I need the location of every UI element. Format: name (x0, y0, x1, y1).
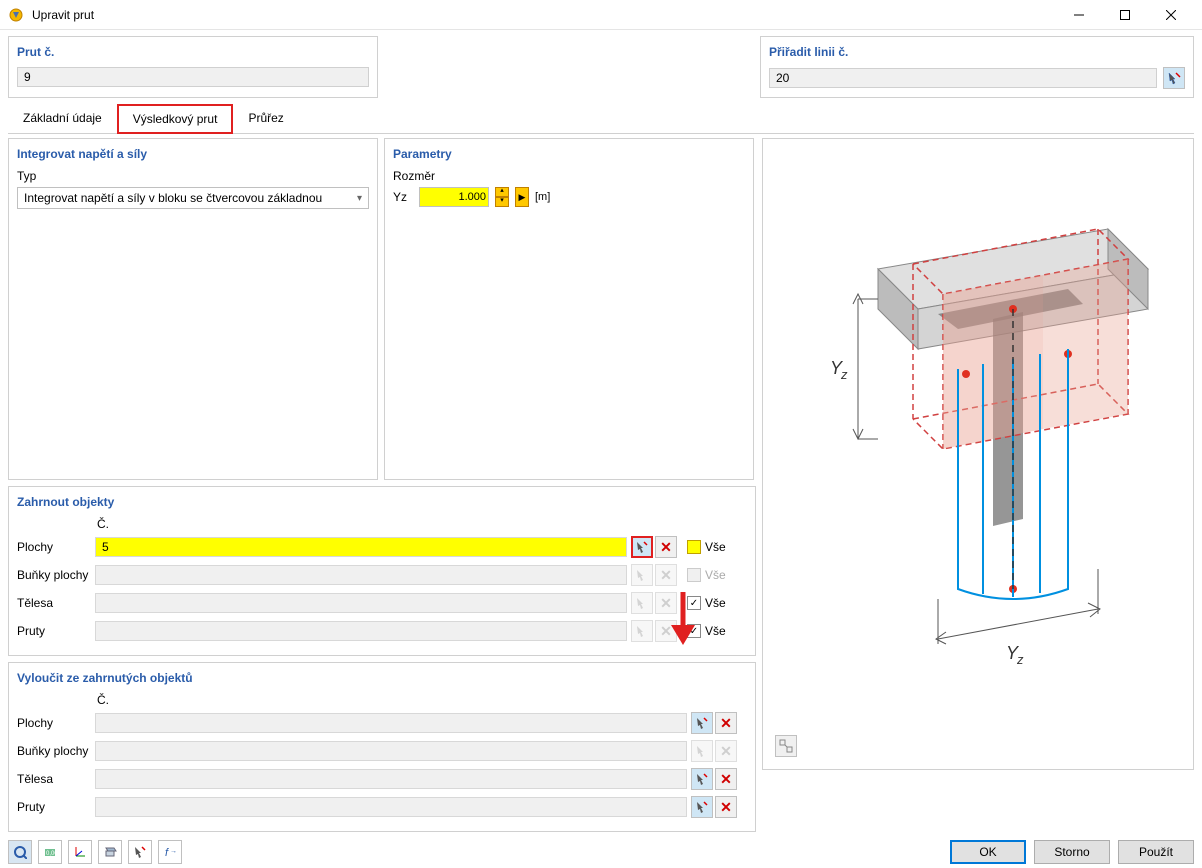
panel-header: Vyloučit ze zahrnutých objektů (17, 671, 747, 685)
ex-cells-input[interactable] (95, 741, 687, 761)
clear-members-button: ✕ (655, 620, 677, 642)
unit-label: [m] (535, 191, 550, 203)
all-label: Vše (705, 568, 726, 582)
preview-settings-button[interactable] (775, 735, 797, 757)
x-icon: ✕ (660, 623, 672, 640)
member-number-panel: Prut č. (8, 36, 378, 98)
assign-line-panel: Přiřadit linii č. (760, 36, 1194, 98)
ex-solids-input[interactable] (95, 769, 687, 789)
pick-ex-members-button[interactable] (691, 796, 713, 818)
preview-diagram: Y z Y z (771, 147, 1185, 731)
pick-ex-surfaces-button[interactable] (691, 712, 713, 734)
pick-cells-button (631, 564, 653, 586)
size-label: Rozměr (393, 169, 745, 183)
assign-line-input[interactable] (769, 68, 1157, 88)
exclude-objects-panel: Vyloučit ze zahrnutých objektů Č. Plochy… (8, 662, 756, 832)
member-number-input[interactable] (17, 67, 369, 87)
pick-solids-button (631, 592, 653, 614)
x-icon: ✕ (660, 539, 672, 556)
clear-cells-button: ✕ (655, 564, 677, 586)
tab-result-member[interactable]: Výsledkový prut (117, 104, 234, 134)
cells-all-checkbox (687, 568, 701, 582)
spacer-panel (384, 36, 754, 98)
column-c-header: Č. (97, 517, 109, 531)
all-label: Vše (705, 624, 726, 638)
svg-text:z: z (840, 367, 848, 382)
pick-ex-solids-button[interactable] (691, 768, 713, 790)
members-input[interactable] (95, 621, 627, 641)
members-label: Pruty (17, 800, 95, 814)
x-icon: ✕ (720, 715, 732, 732)
close-button[interactable] (1148, 0, 1194, 30)
clear-ex-solids-button[interactable]: ✕ (715, 768, 737, 790)
panel-header: Integrovat napětí a síly (17, 147, 369, 161)
clear-surfaces-button[interactable]: ✕ (655, 536, 677, 558)
cells-input[interactable] (95, 565, 627, 585)
clear-ex-members-button[interactable]: ✕ (715, 796, 737, 818)
pick-surfaces-button[interactable] (631, 536, 653, 558)
cells-label: Buňky plochy (17, 744, 95, 758)
x-icon: ✕ (660, 595, 672, 612)
param-play-button[interactable]: ▶ (515, 187, 529, 207)
spin-up-button[interactable]: ▴ (495, 187, 509, 197)
svg-text:f: f (165, 847, 169, 859)
ex-members-input[interactable] (95, 797, 687, 817)
x-icon: ✕ (660, 567, 672, 584)
pick-line-button[interactable] (1163, 67, 1185, 89)
solids-all-checkbox[interactable]: ✓ (687, 596, 701, 610)
x-icon: ✕ (720, 771, 732, 788)
clear-ex-cells-button: ✕ (715, 740, 737, 762)
surfaces-all-checkbox[interactable] (687, 540, 701, 554)
svg-text:→: → (170, 848, 177, 855)
tab-cross-section[interactable]: Průřez (233, 104, 298, 133)
yz-value: 1.000 (458, 191, 486, 203)
pick-members-button (631, 620, 653, 642)
solids-label: Tělesa (17, 596, 95, 610)
minimize-button[interactable] (1056, 0, 1102, 30)
clear-ex-surfaces-button[interactable]: ✕ (715, 712, 737, 734)
panel-header: Prut č. (17, 45, 369, 59)
include-objects-panel: Zahrnout objekty Č. Plochy ✕ Vše (8, 486, 756, 656)
pick-ex-cells-button (691, 740, 713, 762)
panel-header: Parametry (393, 147, 745, 161)
panel-header: Přiřadit linii č. (769, 45, 1185, 59)
tab-basic-data[interactable]: Základní údaje (8, 104, 117, 133)
integrate-panel: Integrovat napětí a síly Typ Integrovat … (8, 138, 378, 480)
cells-label: Buňky plochy (17, 568, 95, 582)
preview-panel: Y z Y z (762, 138, 1194, 770)
column-c-header: Č. (97, 693, 109, 707)
clear-solids-button: ✕ (655, 592, 677, 614)
window-title: Upravit prut (32, 8, 1056, 22)
svg-text:0,00: 0,00 (46, 851, 57, 857)
x-icon: ✕ (720, 743, 732, 760)
surfaces-label: Plochy (17, 716, 95, 730)
integrate-type-combo[interactable]: Integrovat napětí a síly v bloku se čtve… (17, 187, 369, 209)
combo-value: Integrovat napětí a síly v bloku se čtve… (24, 191, 322, 205)
surfaces-input[interactable] (95, 537, 627, 557)
maximize-button[interactable] (1102, 0, 1148, 30)
parameters-panel: Parametry Rozměr Yz 1.000 ▴ ▾ ▶ [m] (384, 138, 754, 480)
chevron-down-icon: ▾ (357, 193, 362, 204)
solids-input[interactable] (95, 593, 627, 613)
type-label: Typ (17, 169, 369, 183)
app-icon (8, 7, 24, 23)
surfaces-label: Plochy (17, 540, 95, 554)
tab-bar: Základní údaje Výsledkový prut Průřez (8, 104, 1194, 134)
ex-surfaces-input[interactable] (95, 713, 687, 733)
x-icon: ✕ (720, 799, 732, 816)
yz-spinner[interactable]: 1.000 (419, 187, 489, 207)
solids-label: Tělesa (17, 772, 95, 786)
all-label: Vše (705, 596, 726, 610)
spin-down-button[interactable]: ▾ (495, 197, 509, 207)
yz-label: Yz (393, 190, 413, 204)
members-label: Pruty (17, 624, 95, 638)
members-all-checkbox[interactable]: ✓ (687, 624, 701, 638)
svg-text:z: z (1016, 652, 1024, 667)
all-label: Vše (705, 540, 726, 554)
panel-header: Zahrnout objekty (17, 495, 747, 509)
